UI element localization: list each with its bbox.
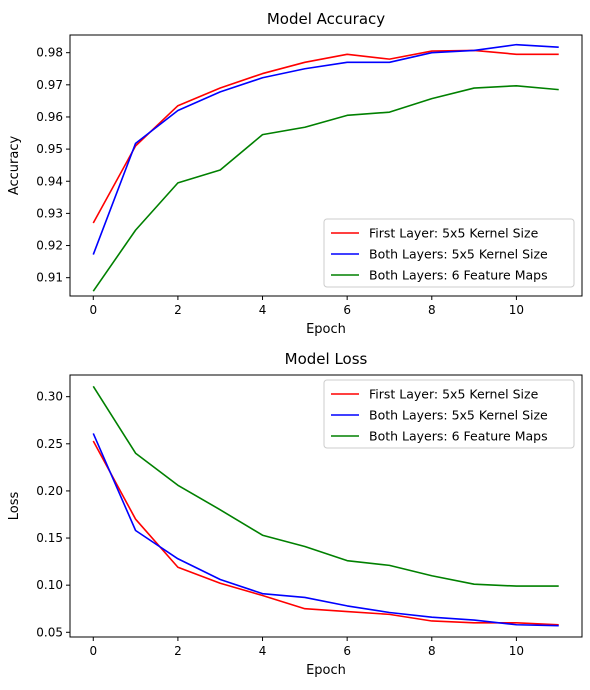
loss-x-tick-label: 10 [509,644,524,658]
accuracy-chart: Model Accuracy 0 2 4 6 8 10 0.91 0.92 0.93 0.94 0.9… [7,10,583,337]
loss-series-line-3 [92,385,559,587]
accuracy-y-tick-label: 0.95 [36,142,63,156]
accuracy-y-tick-label: 0.91 [36,271,63,285]
accuracy-x-tick-label: 6 [343,303,351,317]
accuracy-y-axis-label: Accuracy [7,136,22,196]
loss-y-tick-label: 0.20 [36,484,63,498]
accuracy-y-tick-label: 0.98 [36,46,63,60]
accuracy-x-tick-label: 4 [259,303,267,317]
accuracy-legend-entry-2: Both Layers: 5x5 Kernel Size [369,247,548,262]
loss-legend-entry-1: First Layer: 5x5 Kernel Size [369,387,539,402]
loss-chart-title: Model Loss [285,350,368,368]
loss-legend-entry-3: Both Layers: 6 Feature Maps [369,429,548,444]
loss-x-tick-label: 8 [428,644,436,658]
loss-chart: Model Loss 0 2 4 6 8 10 0.05 0.10 0.15 0.20 0.25 0.3… [7,350,583,678]
accuracy-series-line-1 [92,49,559,224]
loss-x-tick-label: 4 [259,644,267,658]
loss-series-line-2 [92,433,559,627]
accuracy-series-line-2 [92,43,559,255]
loss-x-tick-label: 6 [343,644,351,658]
accuracy-series-line-3 [92,84,559,292]
accuracy-x-tick-label: 0 [89,303,97,317]
loss-y-tick-label: 0.15 [36,531,63,545]
loss-legend-box [323,379,575,449]
loss-y-tick-label: 0.10 [36,578,63,592]
accuracy-y-tick-label: 0.92 [36,239,63,253]
loss-y-axis-label: Loss [7,492,22,521]
loss-legend-entry-2: Both Layers: 5x5 Kernel Size [369,408,548,423]
accuracy-legend-entry-1: First Layer: 5x5 Kernel Size [369,226,539,241]
loss-x-axis-label: Epoch [306,663,346,678]
accuracy-x-tick-label: 2 [174,303,182,317]
loss-y-tick-label: 0.05 [36,625,63,639]
accuracy-legend: First Layer: 5x5 Kernel Size Both Layers:… [323,218,575,288]
loss-x-tick-label: 2 [174,644,182,658]
accuracy-y-tick-label: 0.97 [36,78,63,92]
loss-y-tick-label: 0.30 [36,390,63,404]
accuracy-y-tick-label: 0.93 [36,206,63,220]
accuracy-x-tick-label: 10 [509,303,524,317]
accuracy-y-tick-label: 0.96 [36,110,63,124]
accuracy-chart-title: Model Accuracy [267,10,385,28]
accuracy-legend-box [323,218,575,288]
loss-series-line-1 [92,440,559,626]
loss-plot-frame [69,374,583,638]
accuracy-y-tick-label: 0.94 [36,174,63,188]
accuracy-x-axis-label: Epoch [306,322,346,337]
loss-x-tick-label: 0 [89,644,97,658]
accuracy-plot-frame [69,34,583,297]
loss-y-tick-label: 0.25 [36,437,63,451]
accuracy-x-tick-label: 8 [428,303,436,317]
accuracy-legend-entry-3: Both Layers: 6 Feature Maps [369,268,548,283]
loss-legend: First Layer: 5x5 Kernel Size Both Layers:… [323,379,575,449]
